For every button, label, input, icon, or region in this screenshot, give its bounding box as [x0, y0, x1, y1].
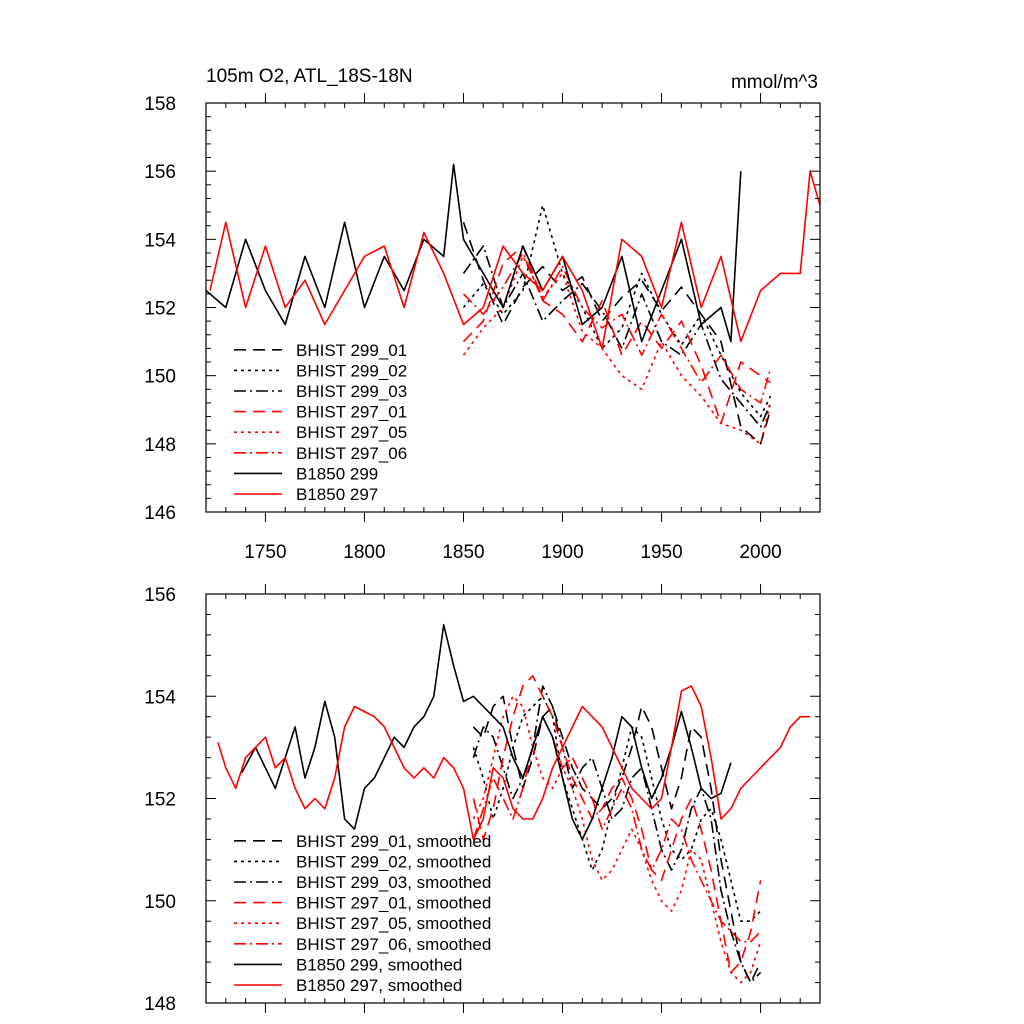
- series-line-4: [472, 695, 762, 984]
- series-line-6: [206, 163, 742, 343]
- legend-label: B1850 299, smoothed: [296, 955, 462, 974]
- y-tick-label: 150: [144, 892, 176, 913]
- y-tick-label: 158: [144, 94, 176, 115]
- series-line-4: [462, 255, 772, 445]
- y-tick-label: 156: [144, 162, 176, 183]
- y-tick-label: 152: [144, 299, 176, 320]
- x-tick-label: 1950: [640, 542, 682, 563]
- legend-label: BHIST 299_02, smoothed: [296, 852, 491, 871]
- legend-label: B1850 297: [296, 485, 378, 504]
- legend-label: BHIST 299_01, smoothed: [296, 832, 491, 851]
- legend-label: BHIST 299_03, smoothed: [296, 873, 491, 892]
- y-tick-label: 150: [144, 367, 176, 388]
- legend-label: BHIST 297_05: [296, 423, 407, 442]
- x-tick-label: 1900: [541, 542, 583, 563]
- legend-label: BHIST 297_01, smoothed: [296, 894, 491, 913]
- series-line-2: [462, 245, 772, 428]
- series-line-2: [472, 685, 762, 984]
- top-chart-units: mmol/m^3: [731, 72, 818, 93]
- legend-label: BHIST 297_05, smoothed: [296, 914, 491, 933]
- series-line-1: [472, 695, 762, 923]
- x-tick-label: 1850: [442, 542, 484, 563]
- y-tick-label: 148: [144, 435, 176, 456]
- legend-label: BHIST 297_01: [296, 403, 407, 422]
- legend-label: BHIST 299_03: [296, 382, 407, 401]
- series-line-5: [462, 252, 772, 404]
- x-tick-label: 1750: [244, 542, 286, 563]
- y-tick-label: 154: [144, 230, 176, 251]
- series-line-5: [472, 715, 762, 943]
- series-line-3: [472, 674, 762, 974]
- y-tick-label: 148: [144, 994, 176, 1015]
- series-line-7: [209, 170, 820, 350]
- top-chart-panel: 146 148 150 152 154 156 158 1750 1800 1850 1900 195…: [144, 93, 821, 563]
- legend-label: BHIST 299_01: [296, 341, 407, 360]
- legend-label: B1850 299: [296, 464, 378, 483]
- top-chart-title: 105m O2, ATL_18S-18N: [206, 66, 413, 87]
- x-tick-label: 2000: [739, 542, 781, 563]
- series-line-3: [462, 245, 771, 425]
- series-line-0: [462, 222, 772, 445]
- y-tick-label: 156: [144, 585, 176, 606]
- y-tick-label: 152: [144, 790, 176, 811]
- legend-label: BHIST 297_06, smoothed: [296, 935, 491, 954]
- legend-label: B1850 297, smoothed: [296, 976, 462, 995]
- y-tick-label: 146: [144, 503, 176, 524]
- legend-label: BHIST 297_06: [296, 444, 407, 463]
- x-tick-label: 1800: [343, 542, 385, 563]
- legend-label: BHIST 299_02: [296, 361, 407, 380]
- y-tick-label: 154: [144, 687, 176, 708]
- series-line-6: [240, 623, 732, 841]
- series-line-7: [217, 685, 811, 841]
